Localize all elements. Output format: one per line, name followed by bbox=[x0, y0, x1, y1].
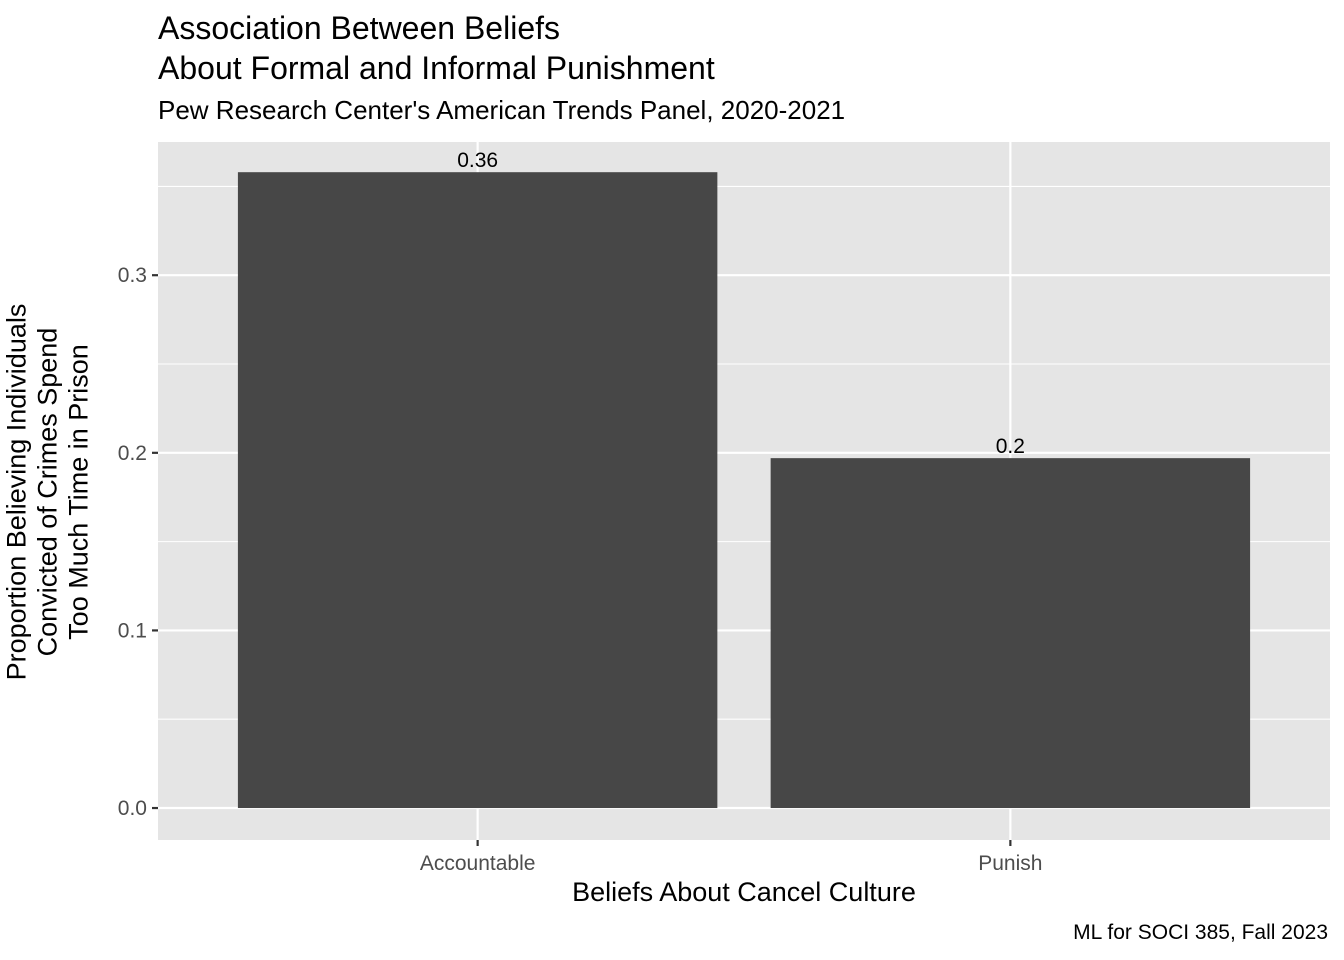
y-tick-label: 0.1 bbox=[118, 619, 147, 642]
chart-title-line: Association Between Beliefs bbox=[158, 10, 560, 46]
bar-punish bbox=[770, 458, 1251, 809]
bar-accountable bbox=[237, 172, 718, 809]
y-tick-label: 0.3 bbox=[118, 264, 147, 287]
x-tick-label: Accountable bbox=[420, 852, 536, 875]
x-tick-label: Punish bbox=[978, 852, 1042, 875]
chart-subtitle: Pew Research Center's American Trends Pa… bbox=[158, 95, 846, 125]
chart-title-line: About Formal and Informal Punishment bbox=[158, 50, 715, 86]
x-axis-label: Beliefs About Cancel Culture bbox=[572, 877, 916, 907]
y-axis-label-line: Proportion Believing Individuals bbox=[1, 303, 32, 681]
y-tick-label: 0.0 bbox=[118, 797, 147, 820]
data-label: 0.2 bbox=[996, 435, 1025, 458]
chart-caption: ML for SOCI 385, Fall 2023 bbox=[1073, 921, 1328, 944]
y-axis-label-line: Convicted of Crimes Spend bbox=[32, 327, 63, 657]
y-tick-label: 0.2 bbox=[118, 442, 147, 465]
y-axis-label-line: Too Much Time in Prison bbox=[63, 344, 94, 640]
chart-title: Association Between Beliefs About Formal… bbox=[158, 8, 715, 88]
data-label: 0.36 bbox=[457, 149, 498, 172]
